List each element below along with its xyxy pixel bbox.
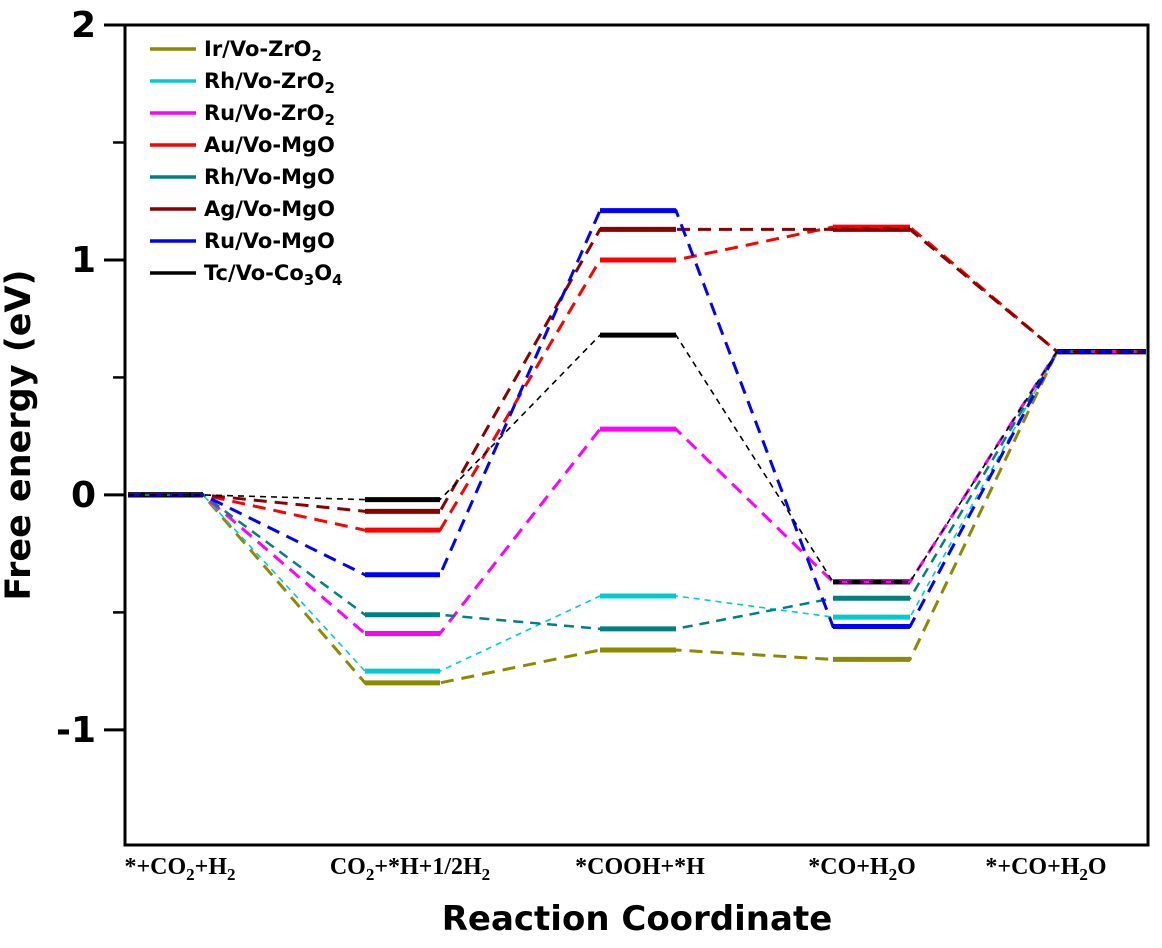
series-tc-vo-co3o4-path — [128, 334, 1146, 583]
series-connectors — [128, 209, 1146, 685]
x-category-label: *+CO+H2O — [985, 854, 1106, 884]
x-category-label: CO2+*H+1/2H2 — [330, 854, 490, 884]
y-tick-label: -1 — [56, 710, 96, 751]
y-tick-label: 0 — [71, 475, 96, 516]
y-tick-label: 2 — [71, 5, 96, 46]
legend-label: Ru/Vo-ZrO2 — [204, 101, 335, 129]
x-axis-title: Reaction Coordinate — [442, 899, 833, 939]
legend-item-tc-vo-co3o4: Tc/Vo-Co3O4 — [150, 261, 342, 289]
y-axis: 2 1 0 -1 — [56, 5, 126, 751]
series-ir-vo-zro2-path — [128, 350, 1146, 685]
legend-item-rh-vo-zro2: Rh/Vo-ZrO2 — [150, 69, 335, 97]
plot-frame — [123, 23, 1150, 847]
legend-label: Ir/Vo-ZrO2 — [204, 37, 322, 65]
legend-label: Au/Vo-MgO — [204, 133, 335, 157]
series-rh-vo-mgo-path — [128, 350, 1146, 631]
legend-item-ir-vo-zro2: Ir/Vo-ZrO2 — [150, 37, 322, 65]
y-axis-title: Free energy (eV) — [0, 269, 39, 600]
legend-label: Ru/Vo-MgO — [204, 229, 335, 253]
legend-item-ru-vo-zro2: Ru/Vo-ZrO2 — [150, 101, 335, 129]
legend-item-au-vo-mgo: Au/Vo-MgO — [150, 133, 335, 157]
x-axis: *+CO2+H2 CO2+*H+1/2H2 *COOH+*H *CO+H2O *+CO+… — [124, 854, 1106, 884]
x-category-label: *COOH+*H — [575, 854, 705, 880]
legend-label: Tc/Vo-Co3O4 — [204, 261, 342, 289]
legend-item-rh-vo-mgo: Rh/Vo-MgO — [150, 165, 335, 189]
legend-item-ru-vo-mgo: Ru/Vo-MgO — [150, 229, 335, 253]
legend-label: Ag/Vo-MgO — [204, 197, 335, 221]
legend-label: Rh/Vo-MgO — [204, 165, 335, 189]
legend-label: Rh/Vo-ZrO2 — [204, 69, 335, 97]
x-category-label: *+CO2+H2 — [124, 854, 235, 884]
series-ru-vo-mgo-path — [128, 209, 1146, 628]
legend-item-ag-vo-mgo: Ag/Vo-MgO — [150, 197, 335, 221]
series-ru-vo-zro2-path — [128, 350, 1146, 636]
x-category-label: *CO+H2O — [808, 854, 916, 884]
legend: Ir/Vo-ZrO2 Rh/Vo-ZrO2 Ru/Vo-ZrO2 Au/Vo-MgO R… — [150, 37, 342, 289]
y-tick-label: 1 — [71, 240, 96, 281]
series-ag-vo-mgo-path — [128, 227, 1146, 513]
